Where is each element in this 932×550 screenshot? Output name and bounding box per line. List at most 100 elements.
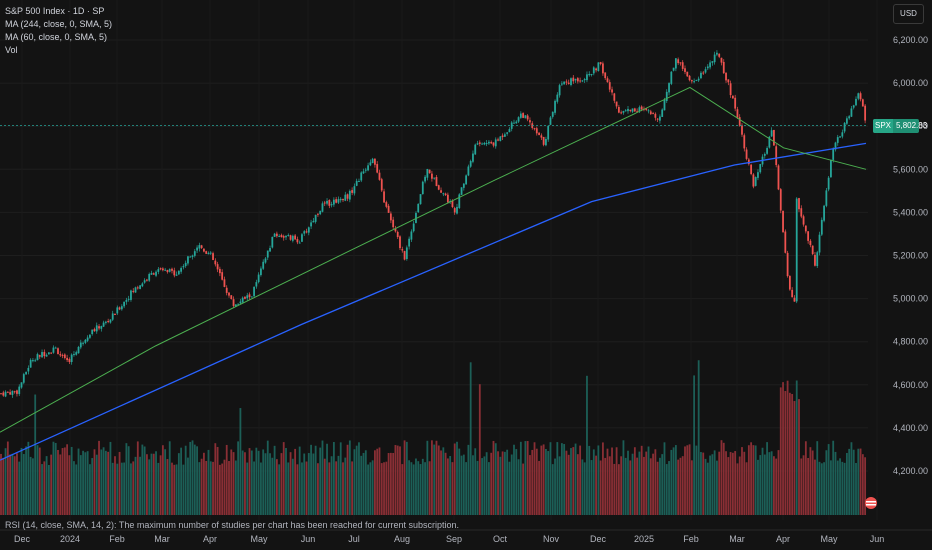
candle [442, 192, 445, 197]
volume-bar [86, 451, 89, 515]
candle [157, 267, 160, 275]
legend-ma244[interactable]: MA (244, close, 0, SMA, 5) [5, 19, 113, 29]
candle [353, 183, 356, 196]
candle [633, 107, 636, 113]
candle [684, 65, 686, 75]
volume-bar [166, 459, 169, 515]
volume-bar [294, 448, 297, 515]
candle [681, 60, 684, 72]
candle [795, 197, 798, 304]
candle [695, 79, 698, 82]
x-tick-label: Feb [683, 534, 699, 544]
volume-bar [608, 456, 611, 515]
candle [282, 234, 285, 241]
candle [551, 111, 554, 119]
candle [191, 254, 194, 260]
volume-bar [307, 453, 310, 515]
volume-bar [852, 449, 855, 515]
volume-bar [784, 391, 787, 515]
candle [34, 358, 37, 362]
volume-bar [661, 454, 664, 515]
candle [218, 266, 221, 277]
volume-bar [818, 461, 821, 515]
candle [260, 266, 262, 277]
currency-button[interactable]: USD [893, 4, 924, 24]
candle [752, 173, 755, 189]
volume-bar [104, 450, 107, 515]
candle [483, 141, 486, 146]
volume-bar [289, 452, 292, 515]
volume-bar [232, 452, 235, 515]
candle [841, 129, 844, 139]
volume-bar [460, 455, 463, 515]
candle [620, 110, 623, 115]
volume-bar [339, 442, 342, 515]
x-tick-label: 2024 [60, 534, 80, 544]
legend-title[interactable]: S&P 500 Index · 1D · SP [5, 6, 105, 16]
volume-bar [556, 442, 559, 515]
volume-bar [590, 460, 593, 515]
legend-vol[interactable]: Vol [5, 45, 18, 55]
volume-bar [645, 451, 648, 515]
volume-bar [234, 460, 237, 515]
volume-bar [380, 463, 383, 515]
volume-bar [558, 456, 561, 515]
candle [173, 267, 176, 278]
candle [588, 71, 591, 77]
candle [513, 119, 515, 124]
volume-bar [82, 450, 84, 515]
candle [93, 327, 96, 332]
candle [342, 198, 344, 202]
time-axis[interactable]: Dec 2024 Feb Mar Apr May Jun Jul Aug Sep Oct Nov Dec… [0, 529, 932, 544]
volume-bar [102, 447, 105, 515]
volume-bar [196, 446, 198, 515]
volume-bar [419, 464, 422, 515]
candle [757, 169, 759, 181]
volume-bar [116, 463, 119, 515]
volume-bar [212, 461, 214, 515]
candle [321, 201, 324, 213]
candle [570, 77, 572, 87]
volume-bar [326, 443, 328, 515]
candle [745, 147, 748, 161]
volume-bar [18, 461, 21, 515]
candle [661, 108, 664, 117]
volume-bar [228, 460, 230, 515]
volume-bar [697, 360, 700, 515]
x-tick-label: May [250, 534, 268, 544]
volume-bar [332, 442, 335, 515]
logo-icon[interactable] [865, 497, 877, 509]
volume-bar [472, 455, 474, 515]
candle [9, 389, 12, 396]
candle [611, 86, 613, 96]
candle [114, 313, 116, 315]
candle [654, 112, 657, 121]
candle [697, 76, 700, 83]
candle [168, 268, 171, 273]
candle [164, 267, 167, 272]
legend-ma60[interactable]: MA (60, close, 0, SMA, 5) [5, 32, 108, 42]
candle [713, 51, 716, 65]
candle [120, 304, 123, 311]
volume-bar [638, 451, 641, 515]
volume-bar [807, 457, 810, 515]
volume-bar [371, 460, 374, 515]
candle [782, 210, 784, 233]
volume-bar [483, 456, 486, 515]
volume-bar [136, 441, 139, 515]
volume-bar [485, 452, 488, 515]
price-tag-value: 5,802.83 [896, 121, 928, 130]
candle [677, 57, 680, 65]
volume-bar [841, 461, 844, 515]
volume-bar [533, 442, 536, 515]
volume-bar [36, 445, 39, 515]
volume-bar [328, 462, 331, 515]
volume-bar [643, 456, 645, 515]
volume-bar [611, 447, 613, 515]
volume-bar [50, 454, 53, 515]
candle [175, 271, 178, 276]
volume-bar [713, 450, 716, 515]
volume-bar [809, 447, 812, 515]
candle [193, 249, 196, 258]
